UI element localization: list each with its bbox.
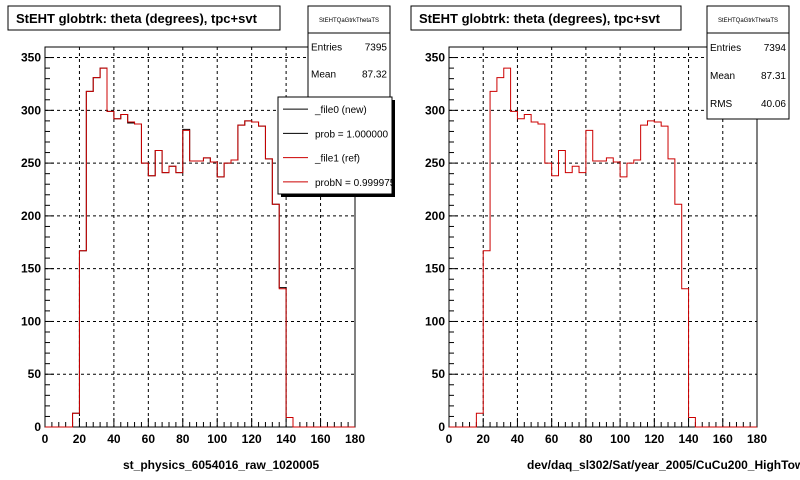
y-tick-label: 50 (28, 367, 42, 381)
histogram-series-2 (45, 67, 355, 428)
histogram-series-1 (449, 67, 757, 428)
x-tick-label: 140 (276, 432, 296, 446)
legend-label: _file1 (ref) (314, 154, 360, 165)
chart-title: StEHT globtrk: theta (degrees), tpc+svt (16, 11, 258, 26)
x-tick-label: 0 (42, 432, 49, 446)
x-tick-label: 160 (713, 432, 733, 446)
y-tick-label: 200 (21, 209, 41, 223)
stats-label: Entries (710, 43, 741, 54)
x-tick-label: 120 (644, 432, 664, 446)
y-tick-label: 100 (21, 314, 41, 328)
x-tick-label: 40 (107, 432, 121, 446)
x-tick-label: 160 (311, 432, 331, 446)
y-tick-label: 300 (21, 103, 41, 117)
x-tick-label: 180 (345, 432, 365, 446)
stats-value: 7394 (764, 43, 787, 54)
x-tick-label: 40 (511, 432, 525, 446)
stats-label: Mean (311, 70, 336, 81)
chart-title: StEHT globtrk: theta (degrees), tpc+svt (419, 11, 661, 26)
y-tick-label: 0 (34, 420, 41, 434)
x-tick-label: 0 (446, 432, 453, 446)
x-tick-label: 80 (579, 432, 593, 446)
x-axis-label: st_physics_6054016_raw_1020005 (123, 458, 319, 472)
chart-panel-1: 0 20 40 60 80 100 120 140 160 180 0 50 100 150 200 250 3… (7, 5, 396, 472)
title-box (410, 5, 682, 31)
x-tick-label: 60 (142, 432, 156, 446)
x-tick-label: 20 (477, 432, 491, 446)
y-tick-label: 350 (21, 51, 41, 65)
legend-label: prob = 1.000000 (315, 129, 389, 140)
stats-value: 87.31 (761, 71, 786, 82)
stats-label: Mean (710, 71, 735, 82)
y-tick-label: 200 (425, 209, 445, 223)
legend-box (277, 96, 393, 195)
x-tick-label: 120 (242, 432, 262, 446)
stats-value: 40.06 (761, 99, 786, 110)
y-tick-label: 300 (425, 103, 445, 117)
stats-box (706, 5, 790, 120)
chart-panel-2: 0 20 40 60 80 100 120 140 160 180 0 50 100 150 200 250 3… (410, 5, 800, 472)
x-tick-label: 80 (176, 432, 190, 446)
x-tick-label: 100 (207, 432, 227, 446)
y-tick-label: 250 (425, 156, 445, 170)
x-tick-label: 100 (610, 432, 630, 446)
stats-box (307, 5, 391, 100)
x-tick-label: 60 (545, 432, 559, 446)
plot-frame (448, 46, 758, 428)
stats-label: Entries (311, 43, 342, 54)
stats-label: RMS (710, 99, 733, 110)
y-tick-label: 350 (425, 51, 445, 65)
y-tick-label: 0 (438, 420, 445, 434)
y-tick-label: 250 (21, 156, 41, 170)
x-tick-label: 20 (73, 432, 87, 446)
x-axis-label: dev/daq_sl302/Sat/year_2005/CuCu200_High… (527, 458, 800, 472)
title-box (7, 5, 281, 31)
stats-value: 7395 (365, 43, 388, 54)
legend-label: probN = 0.999975 (315, 178, 396, 189)
stats-value: 87.32 (362, 70, 387, 81)
y-tick-label: 50 (432, 367, 446, 381)
y-tick-label: 100 (425, 314, 445, 328)
x-tick-label: 140 (679, 432, 699, 446)
legend-entries: _file0 (new) prob = 1.000000 _file1 (ref) p… (283, 105, 396, 189)
stats-name: StEHTQaGtrkThetaTS (718, 18, 778, 24)
y-tick-label: 150 (21, 262, 41, 276)
x-tick-label: 180 (747, 432, 767, 446)
y-tick-label: 150 (425, 262, 445, 276)
legend-label: _file0 (new) (314, 105, 367, 116)
stats-name: StEHTQaGtrkThetaTS (319, 18, 379, 24)
